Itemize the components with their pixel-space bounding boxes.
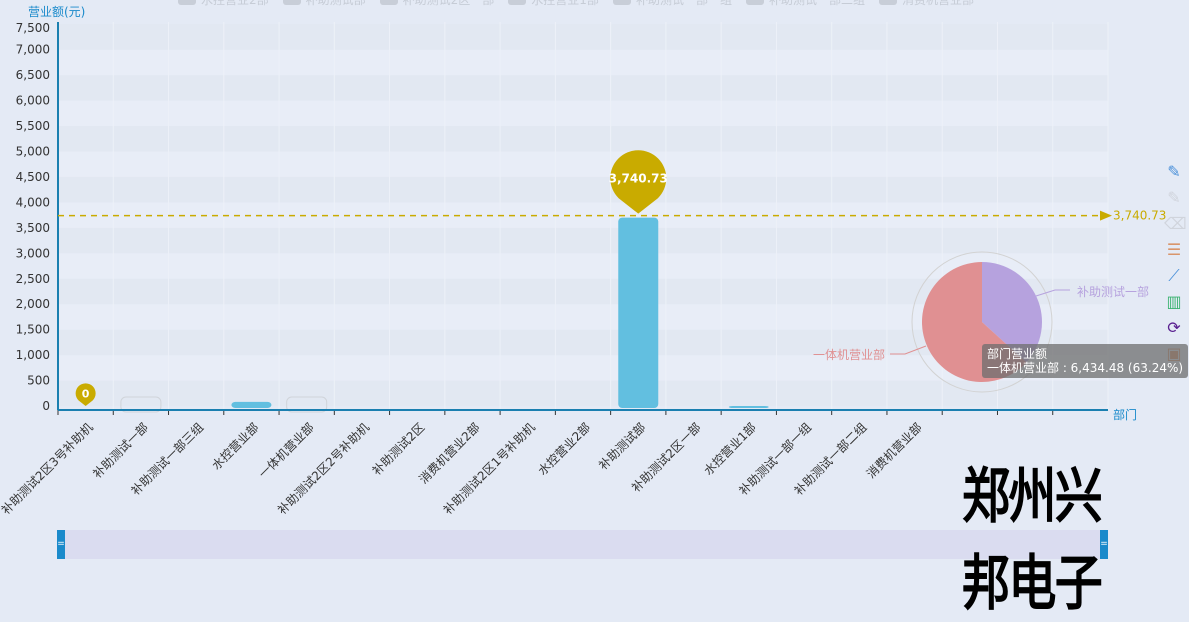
x-tick-label: 补助测试2区2号补助机 [274,420,372,518]
bar [231,401,272,408]
grid-band [58,355,1108,381]
pie-label-line [1035,289,1070,297]
x-tick-label: 消费机营业部 [863,420,925,482]
grid-band [58,227,1108,254]
pencil-remove-icon[interactable]: ✎ [1167,188,1181,207]
legend-item[interactable]: 补助测试一部一组 [612,0,732,8]
pie-label: 补助测试一部 [1077,284,1149,299]
line-chart-icon[interactable]: ⟋ [1168,266,1180,285]
legend-swatch [878,0,897,5]
y-tick-label: 1,000 [16,348,50,362]
mark-point-pin [610,150,667,214]
y-tick-label: 500 [27,374,50,388]
legend-label: 补助测试一部一组 [635,0,732,7]
y-tick-label: 6,500 [16,68,50,82]
data-zoom-right-handle[interactable]: = [1100,530,1108,559]
toolbox: ✎ ✎ ⌫ ☰ ⟋ ▥ ⟳ ▣ [1164,162,1187,364]
x-axis-title: 部门 [1113,407,1137,422]
y-tick-label: 2,500 [16,272,50,286]
x-tick-label: 水控营业2部 [535,420,593,478]
tooltip-title: 部门营业额 [987,347,1048,361]
legend-item[interactable]: 水控营业2部 [178,0,269,8]
grid-band [58,380,1108,406]
y-tick-label: 7,500 [16,21,50,35]
x-tick-label: 补助测试2区3号补助机 [0,420,96,518]
mark-point-label: 0 [82,388,90,401]
y-tick-label: 3,000 [16,246,50,260]
grid-band [58,75,1108,101]
x-tick-label: 一体机营业部 [255,420,317,482]
y-tick-label: 5,500 [16,119,50,133]
y-tick-label: 1,500 [16,323,50,337]
restore-icon[interactable]: ⟳ [1167,318,1181,337]
grid-band [58,151,1108,177]
x-tick-label: 补助测试2区 [369,420,427,478]
legend-swatch [178,0,196,5]
bar [618,217,659,408]
legend-label: 补助测试2区一部 [402,0,495,7]
pie-tooltip: 部门营业额 一体机营业部 : 6,434.48 (63.24%) [982,344,1189,378]
legend-swatch [612,0,631,5]
tooltip-text: 一体机营业部 : 6,434.48 (63.24%) [987,361,1184,375]
data-zoom-left-handle[interactable]: = [57,530,65,559]
watermark: 郑州兴邦电子 [962,462,1103,619]
y-tick-label: 5,000 [16,145,50,159]
grid-band [58,176,1108,203]
mark-point-label: 3,740.73 [609,172,668,186]
legend-swatch [745,0,764,5]
legend-label: 补助测试部 [305,0,366,7]
y-tick-label: 0 [42,399,50,413]
pie-label-line [890,345,927,355]
mark-line-label: 3,740.73 [1113,209,1166,223]
eraser-icon[interactable]: ⌫ [1164,214,1187,233]
grid-band [58,126,1108,152]
pencil-add-icon[interactable]: ✎ [1167,162,1181,181]
legend-item[interactable]: 补助测试部 [282,0,366,8]
legend-swatch [508,0,527,5]
y-tick-label: 2,000 [16,297,50,311]
data-zoom-slider[interactable] [58,530,1108,559]
y-tick-label: 4,000 [16,195,50,209]
y-tick-label: 3,500 [16,221,50,235]
bar-chart: 0 500 1,000 1,500 2,000 2,500 3,000 3,500 4,000 4… [0,5,1166,518]
empty-bar-outline [286,396,328,413]
x-tick-label: 补助测试2区1号补助机 [440,420,538,518]
legend-label: 补助测试一部二组 [768,0,865,7]
pie-label: 一体机营业部 [813,347,885,362]
grid-band [58,24,1108,50]
legend-swatch [282,0,301,5]
y-tick-label: 7,000 [16,43,50,57]
grid-band [58,100,1108,127]
legend-item[interactable]: 消费机营业部 [878,0,974,8]
pie-outer-ring [911,251,1053,393]
grid-band [58,49,1108,76]
grid-band [58,253,1108,279]
data-view-icon[interactable]: ☰ [1166,240,1182,259]
empty-bar-outline [120,396,162,413]
y-axis-title: 营业额(元) [28,5,85,19]
legend-item[interactable]: 水控营业1部 [508,0,599,8]
x-tick-label: 水控营业1部 [700,420,758,478]
x-tick-label: 补助测试一部 [89,420,151,482]
legend-label: 水控营业2部 [201,0,269,7]
legend: 水控营业2部 补助测试部 补助测试2区一部 水控营业1部 补助测试一部一组 补助测试一部二… [178,0,974,8]
pie-slice [982,262,1043,363]
legend-label: 水控营业1部 [531,0,599,7]
legend-swatch [379,0,398,5]
legend-label: 消费机营业部 [901,0,974,7]
y-tick-label: 4,500 [16,170,50,184]
y-tick-label: 6,000 [16,94,50,108]
legend-item[interactable]: 补助测试2区一部 [379,0,495,8]
x-tick-label: 水控营业部 [208,420,261,473]
x-tick-label: 补助测试部 [595,420,648,473]
bar [728,406,769,408]
bar-chart-icon[interactable]: ▥ [1166,292,1182,311]
mark-point-pin [75,383,96,406]
legend-item[interactable]: 补助测试一部二组 [745,0,865,8]
mark-line-arrow [1100,210,1112,221]
